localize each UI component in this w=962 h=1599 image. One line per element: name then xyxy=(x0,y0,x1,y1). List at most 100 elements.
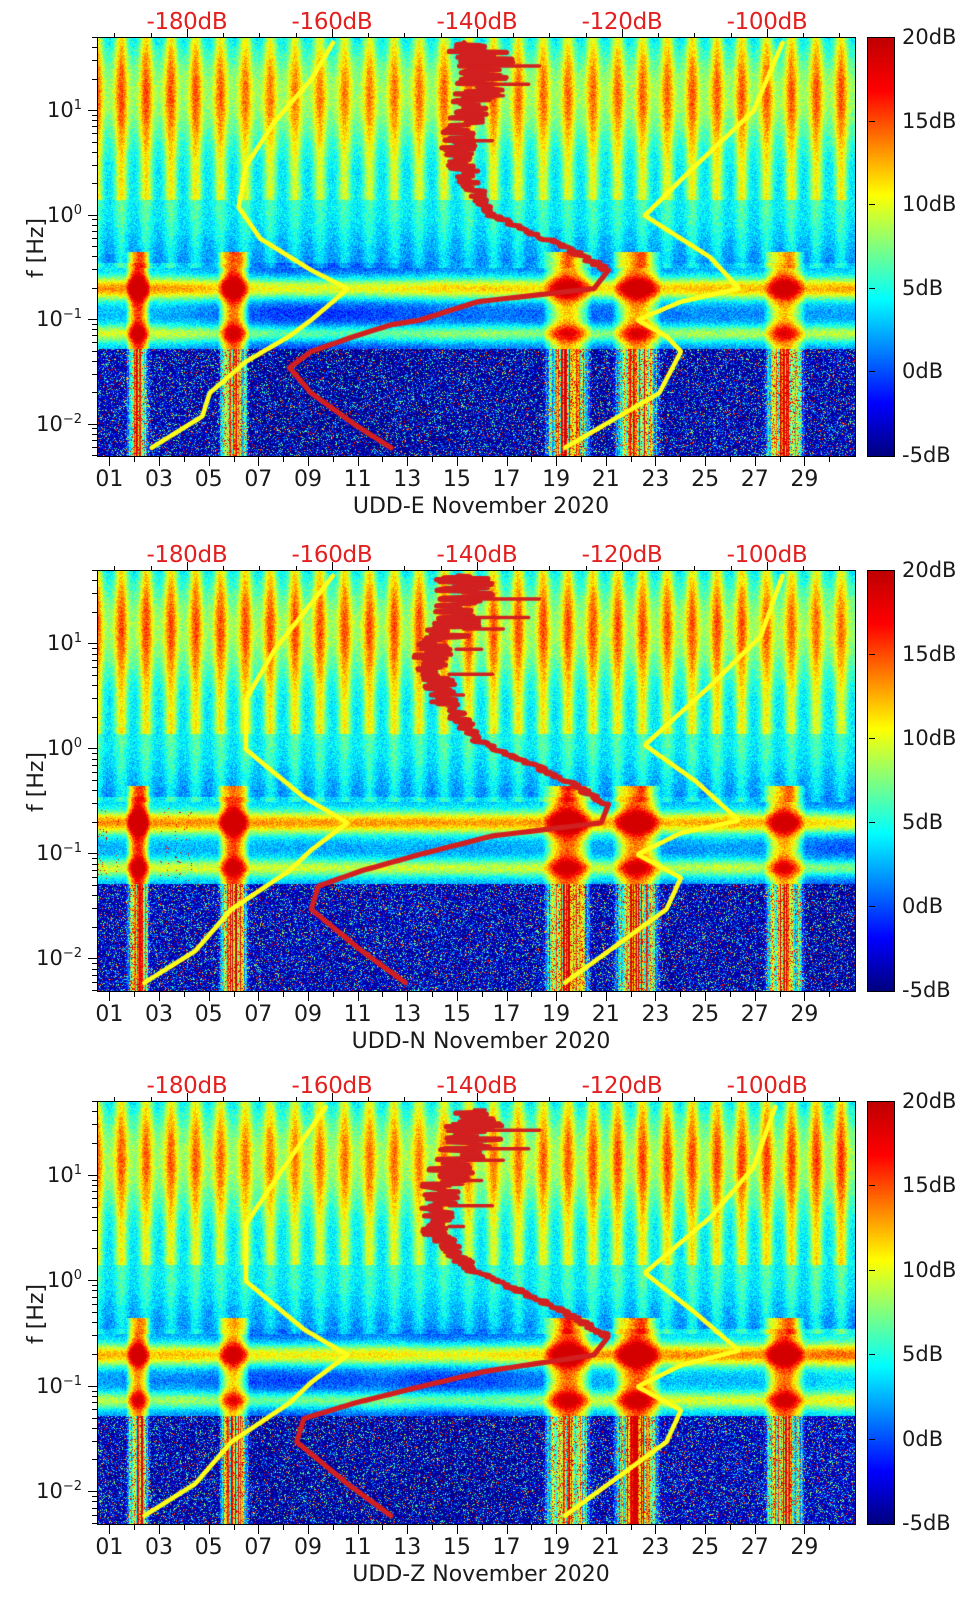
day-axis-tick xyxy=(506,457,508,466)
day-axis-label: 09 xyxy=(293,1002,322,1027)
colorbar-label: 5dB xyxy=(902,275,944,300)
panel-title-e: UDD-E November 2020 xyxy=(352,494,610,519)
y-axis-title: f [Hz] xyxy=(24,218,49,278)
db-axis-tick xyxy=(186,562,188,571)
colorbar-tick xyxy=(869,1438,875,1440)
day-axis-minor-tick xyxy=(332,1525,334,1530)
day-axis-minor-tick xyxy=(829,1525,831,1530)
y-axis-label: 101 xyxy=(46,631,82,656)
db-axis-tick xyxy=(549,33,551,38)
day-axis-tick xyxy=(705,992,707,1001)
db-axis-tick xyxy=(150,33,152,38)
y-axis-minor-tick xyxy=(92,1290,97,1292)
y-axis-minor-tick xyxy=(92,876,97,878)
day-axis-minor-tick xyxy=(630,457,632,462)
colorbar-tick xyxy=(869,1269,875,1271)
db-axis-tick xyxy=(658,33,660,38)
y-axis-tick xyxy=(88,958,97,960)
noise-model-overlay xyxy=(98,1102,855,1524)
day-axis-minor-tick xyxy=(233,992,235,997)
day-axis-label: 21 xyxy=(591,1002,620,1027)
db-axis-tick xyxy=(839,566,841,571)
day-axis-minor-tick xyxy=(332,992,334,997)
day-axis-tick xyxy=(556,1525,558,1534)
day-axis-label: 03 xyxy=(145,467,174,492)
y-axis-minor-tick xyxy=(92,1395,97,1397)
day-axis-tick xyxy=(307,457,309,466)
day-axis-minor-tick xyxy=(382,992,384,997)
db-axis-tick xyxy=(186,29,188,38)
db-axis-tick xyxy=(513,566,515,571)
day-axis-tick xyxy=(357,1525,359,1534)
day-axis-tick xyxy=(407,457,409,466)
day-axis-minor-tick xyxy=(134,457,136,462)
day-axis-label: 25 xyxy=(691,467,720,492)
colorbar-tick xyxy=(869,654,875,655)
bottom-day-axis: 01 03 05 07 09 11 13 15 17 19 21 23 25 27 29 xyxy=(0,457,962,492)
y-axis-tick xyxy=(88,643,97,645)
y-axis-minor-tick xyxy=(92,653,97,655)
db-axis-tick xyxy=(114,33,116,38)
y-axis-label: 10−2 xyxy=(36,946,82,971)
day-axis-tick xyxy=(556,457,558,466)
db-axis-tick xyxy=(223,33,225,38)
colorbar-tick xyxy=(869,120,875,122)
day-axis-tick xyxy=(804,1525,806,1534)
day-axis-minor-tick xyxy=(134,1525,136,1530)
y-axis-minor-tick xyxy=(92,439,97,441)
y-axis-minor-tick xyxy=(92,869,97,871)
day-axis-minor-tick xyxy=(233,457,235,462)
day-axis-tick xyxy=(754,457,756,466)
day-axis-label: 23 xyxy=(641,1002,670,1027)
y-axis-minor-tick xyxy=(92,990,97,991)
day-axis-tick xyxy=(456,992,458,1001)
db-axis-tick xyxy=(295,566,297,571)
day-axis-tick xyxy=(705,457,707,466)
db-axis-tick xyxy=(549,1097,551,1102)
day-axis-label: 29 xyxy=(790,1535,819,1560)
y-axis-minor-tick xyxy=(92,164,97,166)
day-axis-tick xyxy=(754,1525,756,1534)
db-axis-tick xyxy=(150,566,152,571)
day-axis-label: 01 xyxy=(95,1002,124,1027)
db-axis-tick xyxy=(694,33,696,38)
y-axis-minor-tick xyxy=(92,47,97,49)
y-axis-minor-tick xyxy=(92,323,97,325)
db-axis-tick xyxy=(223,1097,225,1102)
day-axis-label: 05 xyxy=(194,1535,223,1560)
db-axis-tick xyxy=(114,566,116,571)
day-axis-tick xyxy=(506,1525,508,1534)
day-axis-minor-tick xyxy=(432,1525,434,1530)
y-axis-minor-tick xyxy=(92,246,97,247)
day-axis-label: 17 xyxy=(492,1535,521,1560)
day-axis-label: 05 xyxy=(194,1002,223,1027)
y-axis-tick xyxy=(88,1280,97,1282)
y-axis-minor-tick xyxy=(92,1198,97,1200)
y-axis-minor-tick xyxy=(92,37,97,38)
db-axis-tick xyxy=(585,1097,587,1102)
y-axis-minor-tick xyxy=(92,1440,97,1442)
day-axis-minor-tick xyxy=(531,457,533,462)
colorbar-label: 10dB xyxy=(902,192,957,217)
y-axis-tick xyxy=(88,1491,97,1493)
y-axis-minor-tick xyxy=(92,1248,97,1250)
db-axis-tick xyxy=(730,1097,732,1102)
day-axis-minor-tick xyxy=(531,1525,533,1530)
y-axis-minor-tick xyxy=(92,1496,97,1498)
noise-model-overlay xyxy=(98,571,855,991)
y-axis-minor-tick xyxy=(92,1111,97,1113)
db-axis-tick xyxy=(259,566,261,571)
db-axis-tick xyxy=(476,1093,478,1102)
y-axis-minor-tick xyxy=(92,1285,97,1287)
day-axis-label: 25 xyxy=(691,1535,720,1560)
day-axis-label: 13 xyxy=(393,1535,422,1560)
db-axis-tick xyxy=(440,33,442,38)
y-axis-minor-tick xyxy=(92,1142,97,1144)
y-axis-tick xyxy=(88,748,97,750)
db-axis-tick xyxy=(585,566,587,571)
y-axis-minor-tick xyxy=(92,803,97,805)
y-axis-label: 10−1 xyxy=(36,1373,82,1398)
colorbar xyxy=(867,37,895,457)
day-axis-label: 17 xyxy=(492,467,521,492)
y-axis-minor-tick xyxy=(92,114,97,116)
